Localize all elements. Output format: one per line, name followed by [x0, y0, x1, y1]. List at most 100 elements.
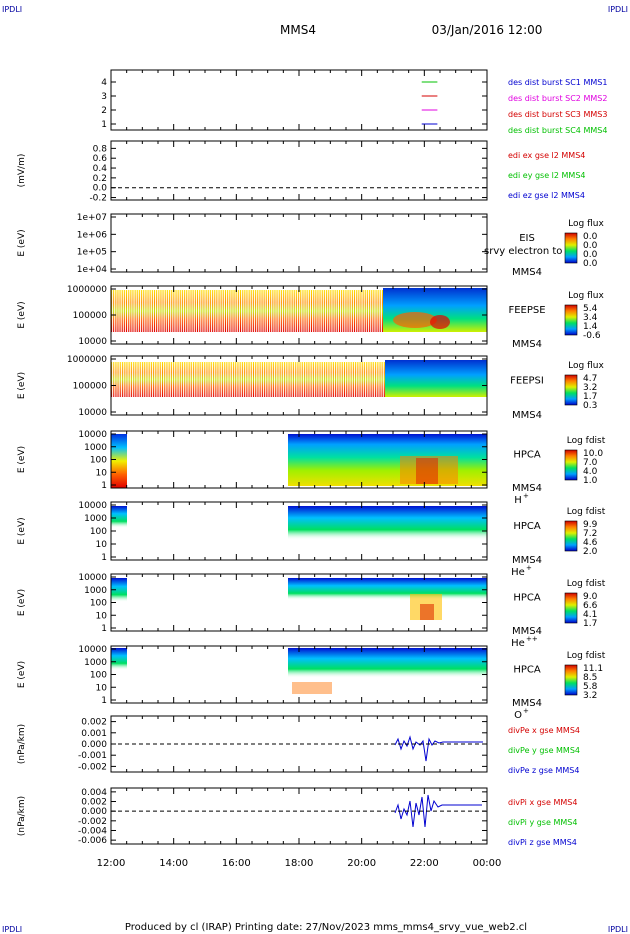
y-tick-label-edi: -0.2 [89, 194, 107, 204]
colorbar-tick-hpca_h: 10.0 [583, 449, 603, 459]
y-tick-label-edi: 0.2 [93, 174, 107, 184]
overlay-text-eis: srvy electron to [484, 246, 562, 257]
y-tick-label-divpe: 0.001 [81, 729, 107, 739]
y-tick-label-divpe: -0.002 [78, 762, 107, 772]
colorbar-tick-feepsi: 0.3 [583, 401, 597, 411]
y-axis-label-hpca_o: E (eV) [17, 661, 27, 688]
x-tick-label: 14:00 [159, 858, 188, 869]
legend-entry-burst: des dist burst SC2 MMS2 [508, 94, 607, 103]
y-tick-label-edi: 0.4 [93, 164, 108, 174]
y-axis-label-divpi: (nPa/km) [17, 796, 27, 836]
corner-label-bottom-right: IPDLI [608, 925, 628, 934]
spectrogram-images [111, 288, 487, 828]
y-tick-label-burst: 2 [101, 106, 107, 116]
charge-label-hpca_hepp: ++ [526, 635, 538, 643]
charge-label-hpca_he: + [526, 564, 532, 572]
y-tick-label-feepse: 10000 [78, 337, 107, 347]
corner-label-top-right: IPDLI [608, 5, 628, 14]
y-tick-label-eis: 1e+04 [77, 265, 108, 275]
x-tick-label: 22:00 [410, 858, 439, 869]
instrument-label-feepsi: FEEPSI [510, 376, 544, 387]
spacecraft-label-hpca_he: MMS4 [512, 555, 542, 566]
legend-entry-edi: edi ez gse l2 MMS4 [508, 191, 585, 200]
species-label-hpca_he: He [511, 567, 525, 578]
instrument-label-hpca_o: HPCA [513, 665, 541, 676]
y-tick-label-hpca_o: 10000 [78, 645, 107, 655]
colorbar-tick-hpca_o: 11.1 [583, 664, 603, 674]
y-tick-label-feepse: 100000 [73, 311, 108, 321]
spacecraft-title: MMS4 [280, 23, 316, 37]
y-axis-label-feepse: E (eV) [17, 301, 27, 328]
colorbar-title-hpca_hepp: Log fdist [567, 579, 606, 589]
panel-frame-burst [110, 69, 488, 131]
colorbar-title-feepsi: Log flux [568, 361, 604, 371]
legend-entry-edi: edi ey gse l2 MMS4 [508, 171, 586, 180]
y-tick-label-hpca_he: 1000 [84, 514, 107, 524]
spacecraft-label-hpca_o: MMS4 [512, 698, 542, 709]
colorbar-tick-eis: 0.0 [583, 241, 598, 251]
y-tick-label-divpi: -0.004 [78, 826, 107, 836]
species-label-hpca_o: O [514, 710, 522, 721]
y-tick-label-hpca_hepp: 100 [90, 599, 107, 609]
colorbar-tick-hpca_hepp: 9.0 [583, 592, 598, 602]
y-tick-label-feepsi: 100000 [73, 382, 108, 392]
spacecraft-label-hpca_h: MMS4 [512, 483, 542, 494]
y-tick-label-hpca_he: 10000 [78, 501, 107, 511]
y-tick-label-hpca_he: 100 [90, 527, 107, 537]
corner-label-top-left: IPDLI [2, 5, 22, 14]
x-tick-label: 00:00 [473, 858, 502, 869]
colorbar-tick-hpca_he: 2.0 [583, 547, 598, 557]
legend-entry-divpi: divPi z gse MMS4 [508, 838, 577, 847]
y-tick-label-feepsi: 1000000 [67, 355, 107, 365]
colorbar-tick-hpca_o: 8.5 [583, 673, 597, 683]
colorbar-hpca_hepp [564, 592, 578, 624]
y-tick-label-divpi: -0.006 [78, 836, 107, 846]
legend-entry-burst: des dist burst SC3 MMS3 [508, 110, 607, 119]
species-label-hpca_h: H [514, 495, 522, 506]
date-title: 03/Jan/2016 12:00 [432, 23, 543, 37]
y-axis-label-divpe: (nPa/km) [17, 724, 27, 764]
y-axis-label-feepsi: E (eV) [17, 372, 27, 399]
colorbar-tick-hpca_he: 9.9 [583, 520, 598, 530]
y-tick-label-edi: 0.8 [93, 144, 108, 154]
y-axis-label-hpca_h: E (eV) [17, 446, 27, 473]
legend-entry-burst: des dist burst SC4 MMS4 [508, 126, 607, 135]
y-tick-label-burst: 3 [101, 92, 107, 102]
y-axis-label-hpca_he: E (eV) [17, 517, 27, 544]
colorbar-feepse [564, 304, 578, 336]
colorbar-feepsi [564, 374, 578, 406]
y-tick-label-hpca_h: 1 [101, 481, 107, 491]
panel-frame-divpi [110, 787, 488, 845]
y-tick-label-hpca_o: 1000 [84, 658, 107, 668]
charge-label-hpca_o: + [523, 707, 529, 715]
colorbar-tick-eis: 0.0 [583, 232, 598, 242]
species-label-hpca_hepp: He [511, 638, 525, 649]
y-tick-label-hpca_h: 1000 [84, 443, 107, 453]
y-tick-label-hpca_hepp: 1 [101, 624, 107, 634]
instrument-label-eis: EIS [519, 233, 535, 244]
colorbar-tick-hpca_he: 7.2 [583, 529, 597, 539]
instrument-label-hpca_h: HPCA [513, 450, 541, 461]
colorbar-tick-hpca_hepp: 4.1 [583, 610, 597, 620]
colorbar-tick-feepsi: 1.7 [583, 392, 597, 402]
colorbar-tick-eis: 0.0 [583, 250, 598, 260]
panel-frame-edi [110, 140, 488, 201]
colorbar-tick-hpca_he: 4.6 [583, 538, 598, 548]
y-tick-label-burst: 4 [101, 78, 107, 88]
x-tick-label: 20:00 [347, 858, 376, 869]
y-tick-label-hpca_hepp: 10000 [78, 573, 107, 583]
y-tick-label-burst: 1 [101, 120, 107, 130]
y-tick-label-hpca_o: 100 [90, 671, 107, 681]
colorbar-tick-feepsi: 3.2 [583, 383, 597, 393]
x-tick-label: 16:00 [222, 858, 251, 869]
y-tick-label-divpe: 0.002 [81, 718, 107, 728]
colorbar-title-hpca_he: Log fdist [567, 507, 606, 517]
spacecraft-label-feepsi: MMS4 [512, 410, 542, 421]
colorbar-hpca_o [564, 664, 578, 696]
y-tick-label-hpca_hepp: 1000 [84, 586, 107, 596]
colorbar-title-feepse: Log flux [568, 291, 604, 301]
spacecraft-label-feepse: MMS4 [512, 339, 542, 350]
y-tick-label-eis: 1e+07 [77, 213, 107, 223]
corner-label-bottom-left: IPDLI [2, 925, 22, 934]
